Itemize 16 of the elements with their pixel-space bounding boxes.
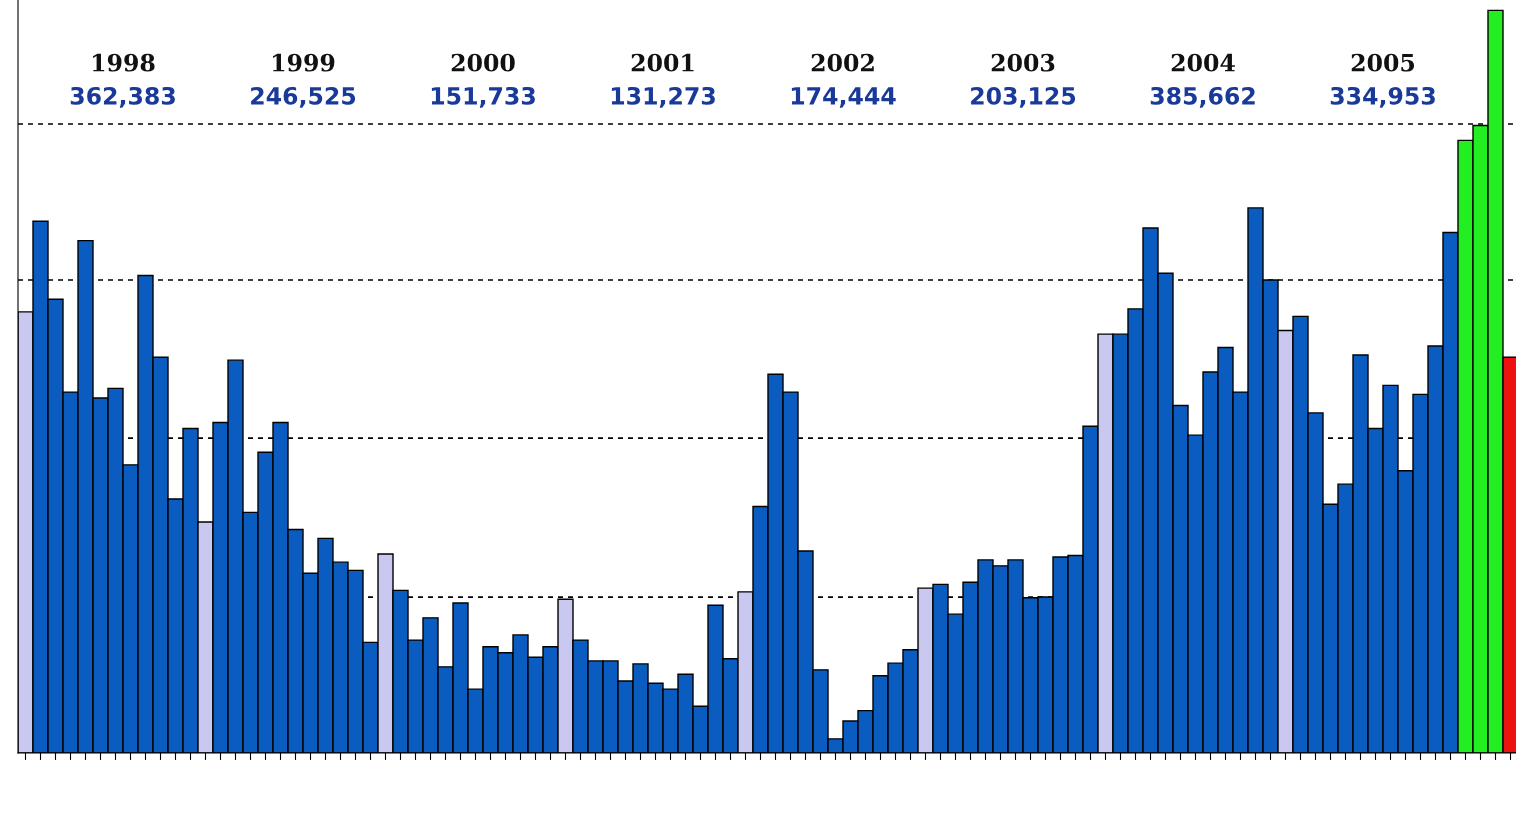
annotation: 2001 [631,53,694,72]
annotation: 385,662 [1150,86,1255,108]
annotation: 362,383 [70,86,175,108]
annotation: 2005 [1351,53,1415,72]
annotation: 203,125 [971,86,1076,108]
annotation: 2003 [991,53,1055,72]
annotation: 1998 [93,53,155,72]
annotation: 2002 [811,53,874,72]
annotation: 131,273 [611,86,715,108]
annotation: 2004 [1171,53,1235,72]
annotation: 174,444 [791,87,896,108]
annotation: 2000 [451,53,515,72]
annotation: 151,733 [431,86,535,108]
annotation: 246,525 [251,86,356,108]
annotation: 334,953 [1330,86,1435,108]
annotation: 1999 [273,53,335,72]
